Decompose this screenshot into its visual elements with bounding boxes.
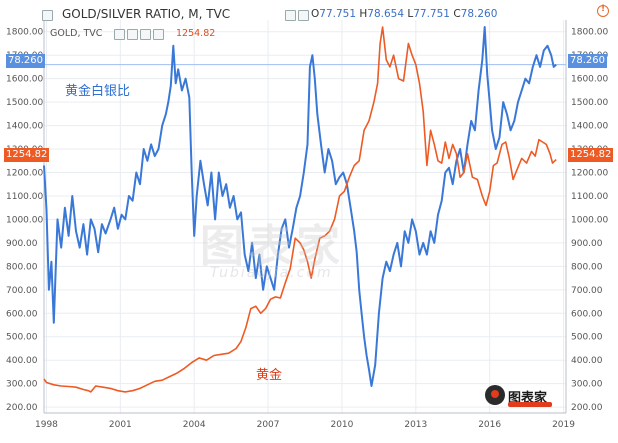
y-tick-label-left: 1600.00 [6, 75, 43, 85]
y-tick-label-right: 800.00 [571, 262, 603, 272]
sub-series-price: 1254.82 [176, 28, 216, 39]
y-tick-label-left: 400.00 [6, 356, 38, 366]
x-tick-label: 2007 [257, 420, 280, 430]
y-tick-label-left: 1800.00 [6, 28, 43, 38]
y-tick-label-left: 900.00 [6, 239, 38, 249]
gold-silver-ratio-label: 黄金白银比 [65, 84, 131, 99]
y-tick-label-left: 700.00 [6, 286, 38, 296]
x-tick-label: 2001 [109, 420, 132, 430]
y-tick-label-right: 900.00 [571, 239, 603, 249]
y-tick-label-left: 1000.00 [6, 215, 43, 225]
y-tick-label-right: 1800.00 [571, 28, 608, 38]
gold-price-label: 黄金 [256, 368, 283, 383]
ratio-price-tag-left: 78.260 [6, 54, 45, 68]
watermark-text: 图表家 [200, 221, 344, 272]
ohlc-high-key: H [359, 8, 368, 20]
y-tick-label-left: 300.00 [6, 380, 38, 390]
ohlc-open-value: 77.751 [319, 8, 357, 20]
y-tick-label-right: 1100.00 [571, 192, 608, 202]
watermark-url: Tubiaojia.com [210, 265, 333, 281]
y-tick-label-right: 500.00 [571, 333, 603, 343]
ohlc-readout: O77.751 H78.654 L77.751 C78.260 [311, 8, 497, 20]
ratio-price-tag-right: 78.260 [568, 54, 607, 68]
sub-series-title: GOLD, TVC [50, 28, 103, 39]
x-tick-label: 2004 [183, 420, 206, 430]
logo-underline [508, 402, 552, 407]
x-tick-label: 2010 [330, 420, 353, 430]
ohlc-low-key: L [407, 8, 414, 20]
alert-icon[interactable] [597, 4, 609, 17]
y-tick-label-right: 600.00 [571, 309, 603, 319]
gold-price-tag-right: 1254.82 [568, 148, 614, 162]
y-tick-label-left: 600.00 [6, 309, 38, 319]
ohlc-high-value: 78.654 [367, 8, 405, 20]
ohlc-close-value: 78.260 [460, 8, 498, 20]
y-tick-label-right: 300.00 [571, 380, 603, 390]
ohlc-open-key: O [311, 8, 320, 20]
y-tick-label-right: 400.00 [571, 356, 603, 366]
y-tick-label-left: 500.00 [6, 333, 38, 343]
gold-price-tag-left: 1254.82 [4, 148, 50, 162]
y-tick-label-right: 200.00 [571, 403, 603, 413]
x-tick-label: 2016 [478, 420, 501, 430]
settings-box-icon[interactable] [285, 10, 296, 21]
remove-box-icon[interactable] [298, 10, 309, 21]
ohlc-low-value: 77.751 [413, 8, 450, 20]
y-tick-label-left: 800.00 [6, 262, 38, 272]
y-tick-label-left: 1400.00 [6, 122, 43, 132]
sub-close-icon[interactable] [153, 29, 164, 40]
x-tick-label: 2013 [404, 420, 427, 430]
logo-badge-icon [485, 385, 505, 405]
ratio-series-line [43, 26, 557, 387]
collapse-icon[interactable] [42, 10, 53, 21]
x-tick-label: 1998 [35, 420, 58, 430]
y-tick-label-right: 1200.00 [571, 169, 608, 179]
sub-add-icon[interactable] [140, 29, 151, 40]
y-tick-label-left: 1200.00 [6, 169, 43, 179]
y-tick-label-right: 1400.00 [571, 122, 608, 132]
sub-settings-icon[interactable] [127, 29, 138, 40]
gold-series-line [43, 26, 557, 393]
y-tick-label-right: 1000.00 [571, 215, 608, 225]
x-tick-label: 2019 [552, 420, 575, 430]
y-tick-label-right: 700.00 [571, 286, 603, 296]
series-layer [43, 26, 557, 393]
y-tick-label-right: 1600.00 [571, 75, 608, 85]
ohlc-close-key: C [453, 8, 461, 20]
y-tick-label-right: 1500.00 [571, 98, 608, 108]
chart-title: GOLD/SILVER RATIO, M, TVC [62, 7, 231, 21]
y-tick-label-left: 1100.00 [6, 192, 43, 202]
y-tick-label-left: 1500.00 [6, 98, 43, 108]
sub-eye-icon[interactable] [114, 29, 125, 40]
y-tick-label-left: 200.00 [6, 403, 38, 413]
